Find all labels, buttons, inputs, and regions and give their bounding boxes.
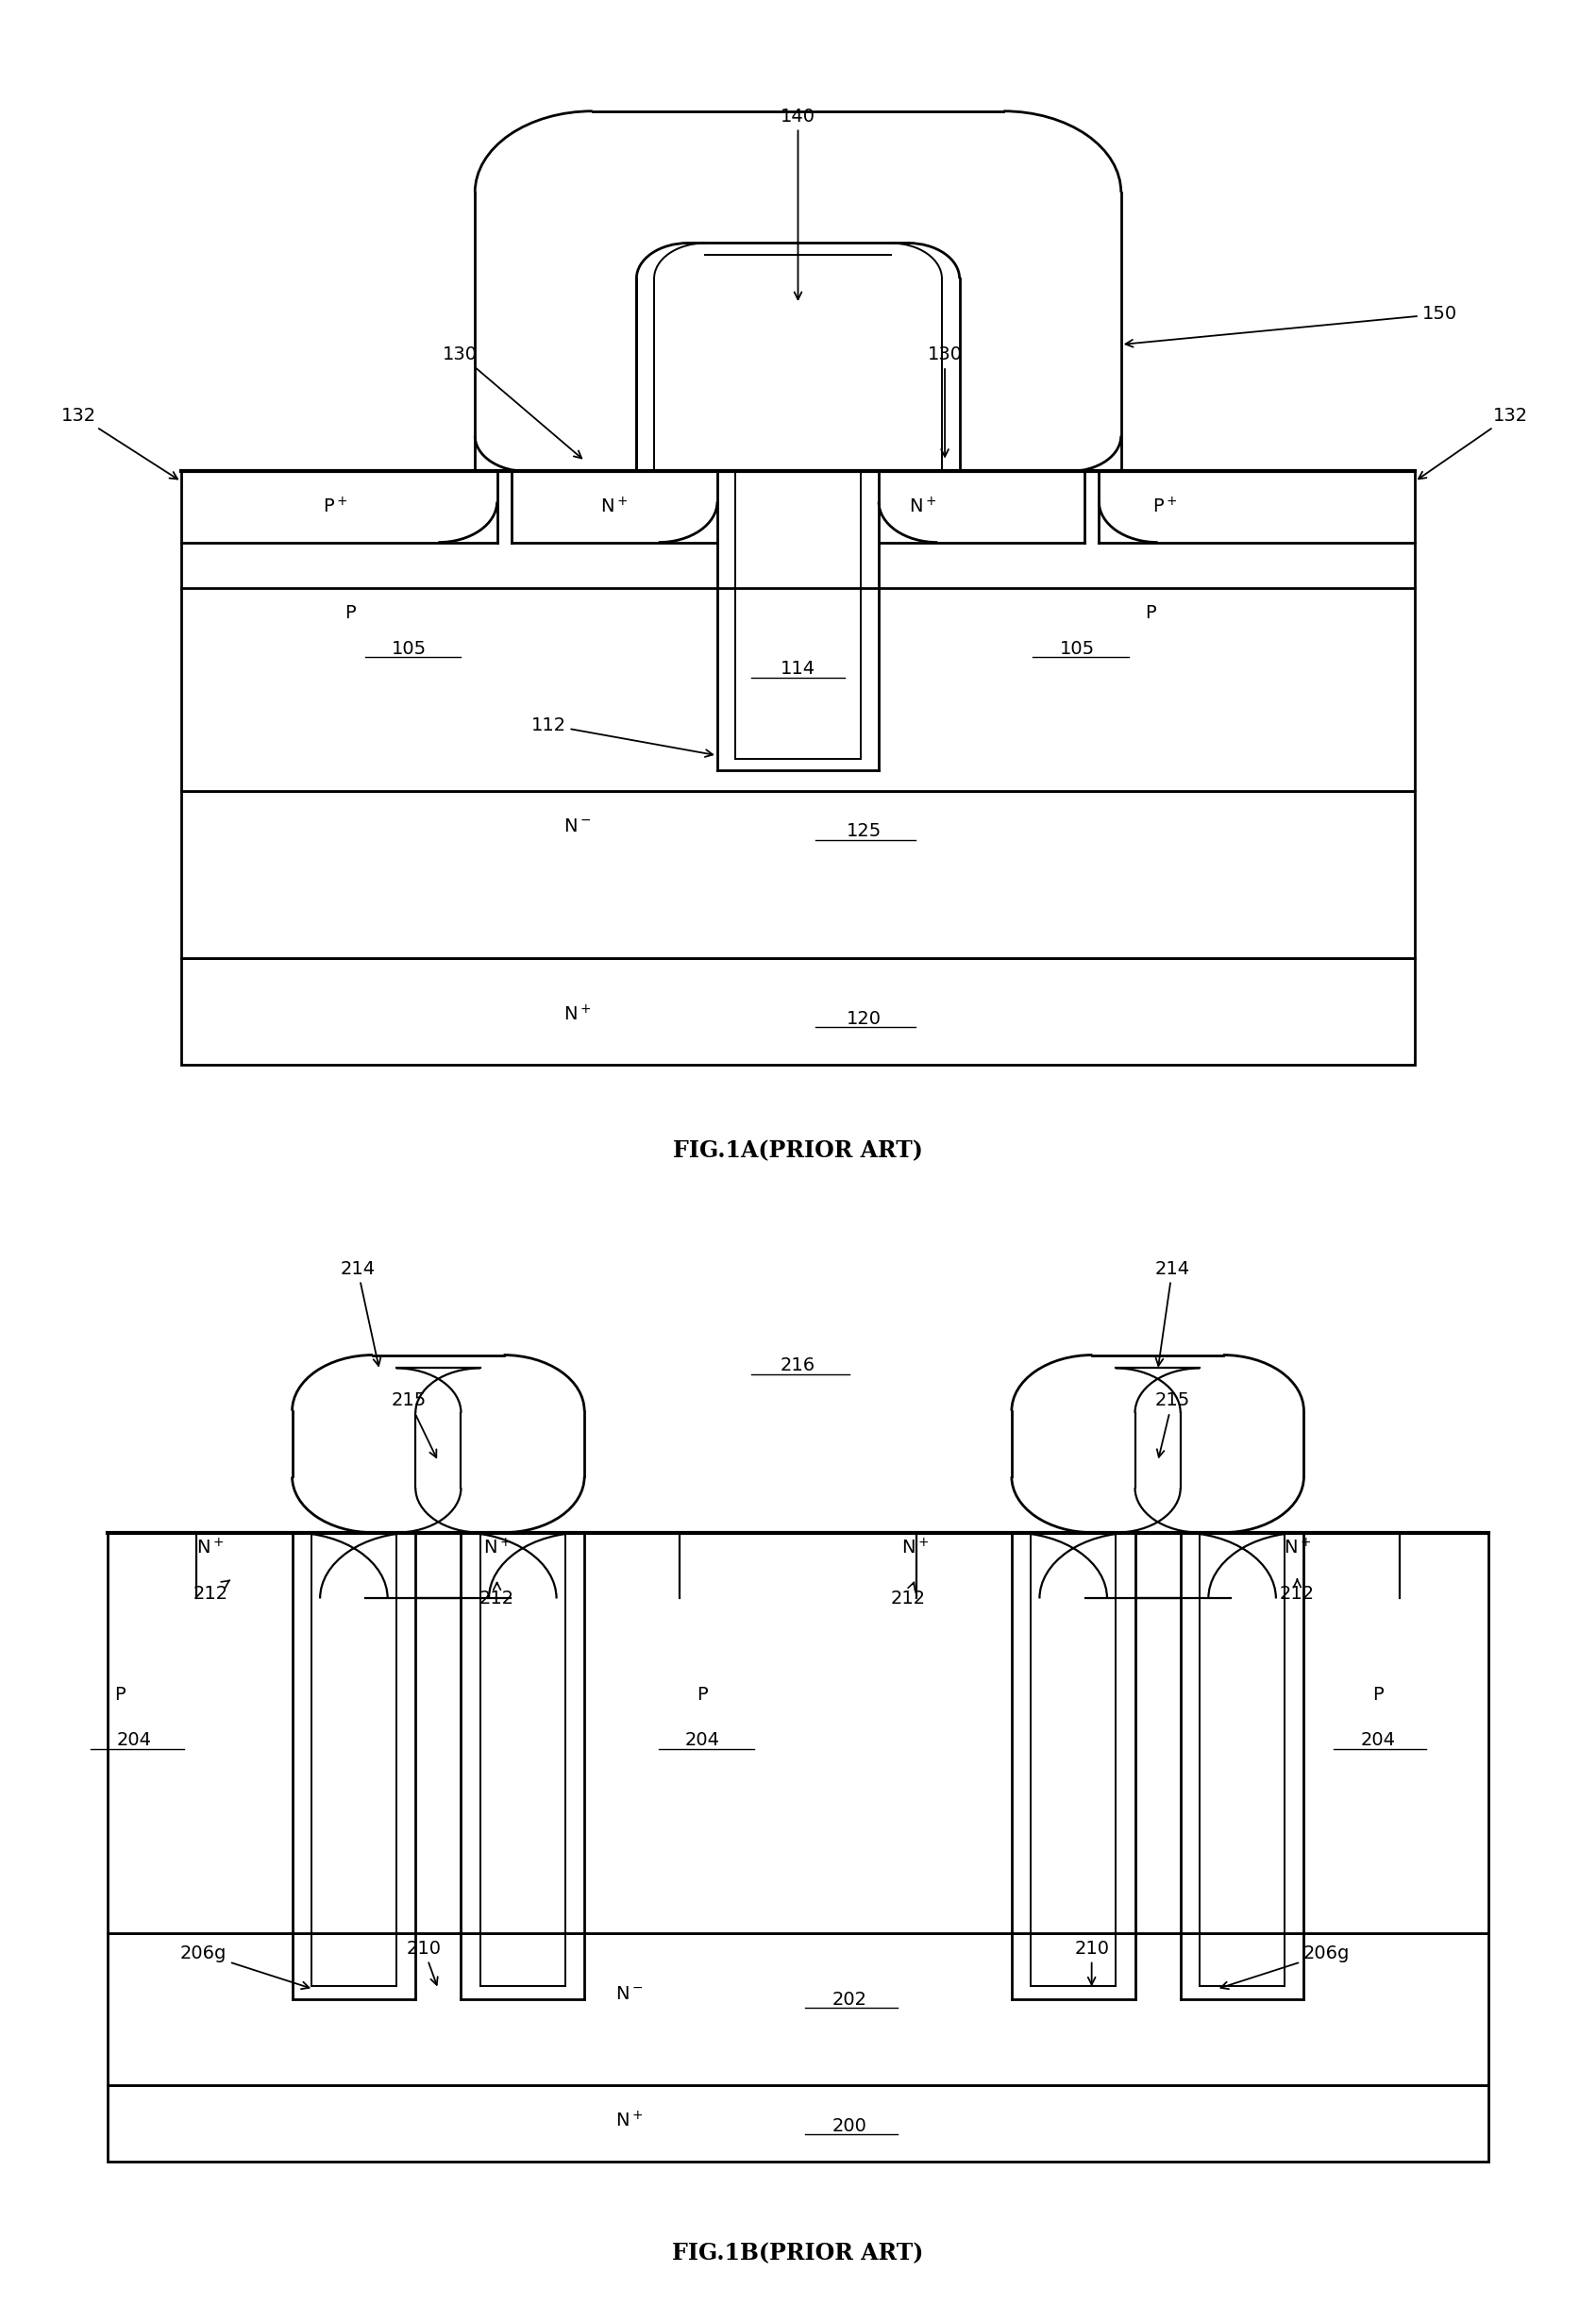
Text: 212: 212 — [193, 1580, 230, 1603]
Text: N$^-$: N$^-$ — [563, 819, 592, 835]
Text: 212: 212 — [891, 1582, 926, 1607]
Bar — [182, 470, 1414, 791]
Text: P: P — [115, 1686, 124, 1704]
Text: 140: 140 — [780, 108, 816, 300]
Text: 132: 132 — [1419, 406, 1527, 480]
Text: P: P — [697, 1686, 709, 1704]
Bar — [109, 1932, 1487, 2085]
Text: 125: 125 — [846, 823, 881, 839]
Text: 206g: 206g — [1221, 1944, 1350, 1990]
Bar — [109, 2085, 1487, 2161]
Text: N$^+$: N$^+$ — [600, 496, 629, 517]
Text: N$^+$: N$^+$ — [196, 1538, 225, 1559]
Bar — [182, 791, 1414, 959]
Text: 202: 202 — [832, 1990, 867, 2009]
Text: 114: 114 — [780, 660, 816, 678]
Text: N$^+$: N$^+$ — [484, 1538, 511, 1559]
Text: P: P — [1373, 1686, 1384, 1704]
Text: 214: 214 — [1156, 1259, 1191, 1365]
Text: 206g: 206g — [180, 1944, 310, 1990]
Text: 112: 112 — [531, 717, 713, 756]
Text: 212: 212 — [1280, 1580, 1315, 1603]
Text: 214: 214 — [340, 1259, 380, 1365]
Text: N$^+$: N$^+$ — [902, 1538, 929, 1559]
Text: N$^-$: N$^-$ — [614, 1985, 643, 2004]
Text: P$^+$: P$^+$ — [322, 496, 348, 517]
Text: FIG.1A(PRIOR ART): FIG.1A(PRIOR ART) — [674, 1139, 922, 1162]
Bar — [182, 959, 1414, 1065]
Text: N$^+$: N$^+$ — [614, 2110, 643, 2131]
Text: 130: 130 — [927, 346, 962, 457]
Text: 216: 216 — [780, 1356, 816, 1374]
Text: 132: 132 — [61, 406, 177, 480]
Text: 120: 120 — [846, 1010, 881, 1028]
Text: 210: 210 — [405, 1939, 440, 1985]
Text: P: P — [345, 604, 356, 623]
Text: 204: 204 — [1360, 1732, 1395, 1750]
Text: FIG.1B(PRIOR ART): FIG.1B(PRIOR ART) — [672, 2241, 924, 2264]
Text: 105: 105 — [391, 641, 426, 657]
Text: 204: 204 — [685, 1732, 720, 1750]
Text: 105: 105 — [1060, 641, 1095, 657]
Text: 215: 215 — [391, 1393, 436, 1457]
Text: P: P — [1144, 604, 1156, 623]
Text: 130: 130 — [442, 346, 581, 459]
Text: N$^+$: N$^+$ — [908, 496, 937, 517]
Text: P$^+$: P$^+$ — [1152, 496, 1178, 517]
Bar — [109, 1533, 1487, 1932]
Text: N$^+$: N$^+$ — [1283, 1538, 1312, 1559]
Text: 215: 215 — [1156, 1393, 1191, 1457]
Text: 210: 210 — [1074, 1939, 1109, 1985]
Text: 150: 150 — [1125, 304, 1457, 346]
Text: N$^+$: N$^+$ — [563, 1003, 592, 1024]
Text: 204: 204 — [117, 1732, 152, 1750]
Text: 200: 200 — [832, 2117, 867, 2135]
Text: 212: 212 — [479, 1582, 514, 1607]
